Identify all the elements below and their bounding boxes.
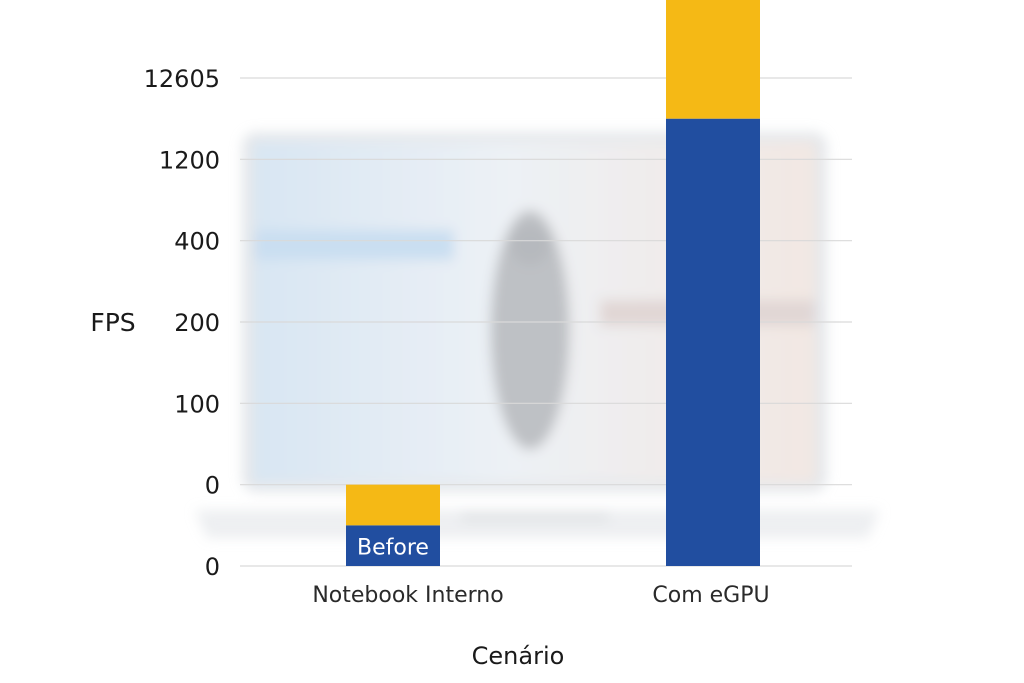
bars: BeforeAfter xyxy=(346,0,760,567)
x-tick-label: Notebook Interno xyxy=(312,583,503,608)
y-tick-label: 0 xyxy=(205,553,220,581)
bar-bottom-segment xyxy=(666,118,760,567)
y-tick-labels: 0 0 100 200 400 1200 12605 xyxy=(144,65,220,581)
x-axis-label: Cenário xyxy=(472,642,565,670)
bar-top-segment xyxy=(346,484,440,526)
y-tick-label: 200 xyxy=(174,309,220,337)
y-axis-label: FPS xyxy=(90,308,135,337)
bar-bottom-segment xyxy=(346,525,440,566)
y-tick-label: 0 xyxy=(205,472,220,500)
bar-top-segment xyxy=(666,0,760,119)
background-laptop-image xyxy=(195,132,880,538)
y-tick-label: 400 xyxy=(174,228,220,256)
y-tick-label: 12605 xyxy=(144,65,220,93)
y-tick-label: 100 xyxy=(174,390,220,418)
x-tick-labels: Notebook Interno Com eGPU xyxy=(312,583,769,608)
y-tick-label: 1200 xyxy=(159,146,220,174)
x-tick-label: Com eGPU xyxy=(652,583,769,608)
bar-label: Before xyxy=(357,536,429,561)
